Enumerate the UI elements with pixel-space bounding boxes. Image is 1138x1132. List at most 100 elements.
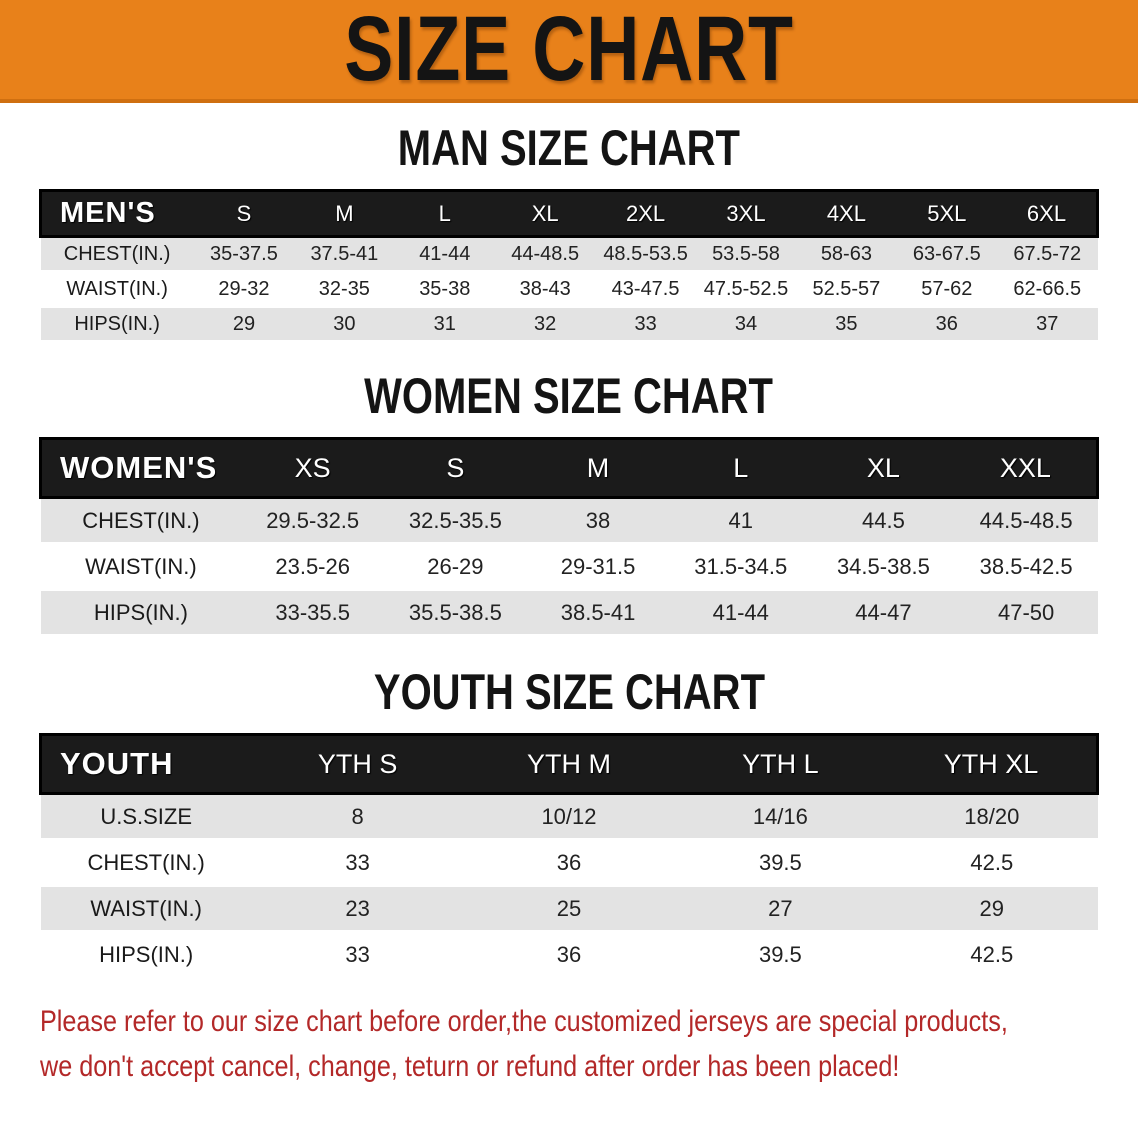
size-column-header: L <box>394 189 495 238</box>
youth-section-heading: YOUTH SIZE CHART <box>0 637 1138 717</box>
size-column-header: S <box>193 189 295 238</box>
size-value-cell: 35.5-38.5 <box>384 589 527 637</box>
men-size-table: MEN'S S M L XL 2XL 3XL 4XL 5XL 6XL CHEST(IN.) 35-37… <box>38 189 1099 343</box>
row-label: CHEST(IN.) <box>40 236 194 273</box>
table-header-row: MEN'S S M L XL 2XL 3XL 4XL 5XL 6XL <box>38 189 1099 238</box>
row-label: HIPS(IN.) <box>40 931 252 979</box>
table-row: WAIST(IN.) 23 25 27 29 <box>40 885 1098 933</box>
women-size-section: WOMEN SIZE CHART WOMEN'S XS S M L XL XXL CHEST(… <box>0 343 1138 637</box>
size-column-header: 5XL <box>896 189 997 238</box>
row-label: HIPS(IN.) <box>40 306 194 343</box>
table-row: HIPS(IN.) 33-35.5 35.5-38.5 38.5-41 41-44 44-… <box>40 589 1098 637</box>
women-section-heading-text: WOMEN SIZE CHART <box>364 368 774 424</box>
size-value-cell: 25 <box>463 885 675 933</box>
size-value-cell: 34 <box>695 306 797 343</box>
size-column-header: 3XL <box>695 189 797 238</box>
row-label: CHEST(IN.) <box>40 497 242 545</box>
size-value-cell: 33 <box>251 931 464 979</box>
table-corner-label: MEN'S <box>38 189 194 238</box>
table-row: WAIST(IN.) 23.5-26 26-29 29-31.5 31.5-34.5 34… <box>40 543 1098 591</box>
table-corner-label: YOUTH <box>38 733 252 795</box>
size-column-header: YTH M <box>463 733 675 795</box>
youth-section-heading-text: YOUTH SIZE CHART <box>373 664 765 720</box>
size-value-cell: 29-32 <box>193 271 295 308</box>
size-column-header: YTH S <box>251 733 464 795</box>
size-value-cell: 47.5-52.5 <box>695 271 797 308</box>
disclaimer-line-2: we don't accept cancel, change, teturn o… <box>40 1050 900 1083</box>
size-value-cell: 58-63 <box>796 236 897 273</box>
size-value-cell: 44.5 <box>812 497 955 545</box>
size-value-cell: 33-35.5 <box>241 589 385 637</box>
size-column-header: XS <box>241 437 385 499</box>
size-column-header: L <box>669 437 813 499</box>
table-header-row: WOMEN'S XS S M L XL XXL <box>39 437 1099 499</box>
size-column-header: M <box>526 437 670 499</box>
table-row: HIPS(IN.) 29 30 31 32 33 34 35 36 37 <box>40 306 1098 343</box>
size-value-cell: 31.5-34.5 <box>669 543 813 591</box>
row-label: WAIST(IN.) <box>40 885 252 933</box>
row-label: WAIST(IN.) <box>40 271 194 308</box>
size-column-header: S <box>384 437 527 499</box>
size-value-cell: 42.5 <box>886 839 1098 887</box>
size-value-cell: 23 <box>251 885 464 933</box>
size-value-cell: 62-66.5 <box>997 271 1098 308</box>
size-value-cell: 43-47.5 <box>595 271 696 308</box>
size-value-cell: 38 <box>526 497 670 545</box>
size-value-cell: 33 <box>595 306 696 343</box>
size-value-cell: 37 <box>997 306 1098 343</box>
size-value-cell: 18/20 <box>886 793 1098 841</box>
size-value-cell: 42.5 <box>886 931 1098 979</box>
size-value-cell: 23.5-26 <box>241 543 385 591</box>
men-section-heading: MAN SIZE CHART <box>0 103 1138 173</box>
size-value-cell: 36 <box>463 931 675 979</box>
size-column-header: 2XL <box>595 189 696 238</box>
size-value-cell: 44-47 <box>812 589 955 637</box>
size-column-header: YTH XL <box>886 733 1100 795</box>
size-value-cell: 38-43 <box>494 271 596 308</box>
size-value-cell: 29.5-32.5 <box>241 497 385 545</box>
size-value-cell: 44-48.5 <box>494 236 596 273</box>
size-value-cell: 35-38 <box>394 271 495 308</box>
size-value-cell: 63-67.5 <box>896 236 997 273</box>
size-column-header: XXL <box>954 437 1099 499</box>
row-label: CHEST(IN.) <box>40 839 252 887</box>
size-column-header: XL <box>812 437 955 499</box>
size-value-cell: 39.5 <box>674 931 887 979</box>
size-value-cell: 33 <box>251 839 464 887</box>
youth-size-table: YOUTH YTH S YTH M YTH L YTH XL U.S.SIZE 8 10/12… <box>38 733 1100 979</box>
men-section-heading-text: MAN SIZE CHART <box>397 120 741 176</box>
size-value-cell: 53.5-58 <box>695 236 797 273</box>
table-row: WAIST(IN.) 29-32 32-35 35-38 38-43 43-47.5 47.… <box>40 271 1098 308</box>
size-value-cell: 35-37.5 <box>193 236 295 273</box>
size-value-cell: 26-29 <box>384 543 527 591</box>
size-value-cell: 44.5-48.5 <box>954 497 1098 545</box>
order-disclaimer: Please refer to our size chart before or… <box>40 999 1138 1089</box>
size-value-cell: 41 <box>669 497 813 545</box>
size-value-cell: 32 <box>494 306 596 343</box>
size-value-cell: 29-31.5 <box>526 543 670 591</box>
size-value-cell: 37.5-41 <box>294 236 395 273</box>
size-value-cell: 35 <box>796 306 897 343</box>
size-value-cell: 29 <box>193 306 295 343</box>
size-value-cell: 38.5-41 <box>526 589 670 637</box>
size-column-header: YTH L <box>674 733 887 795</box>
size-column-header: 6XL <box>997 189 1099 238</box>
disclaimer-line-1: Please refer to our size chart before or… <box>40 1005 1008 1038</box>
table-header-row: YOUTH YTH S YTH M YTH L YTH XL <box>38 733 1100 795</box>
size-value-cell: 32.5-35.5 <box>384 497 527 545</box>
women-size-table: WOMEN'S XS S M L XL XXL CHEST(IN.) 29.5-32.5 32.5… <box>39 437 1099 637</box>
women-section-heading: WOMEN SIZE CHART <box>0 343 1138 421</box>
size-column-header: M <box>294 189 395 238</box>
size-value-cell: 27 <box>674 885 887 933</box>
size-value-cell: 30 <box>294 306 395 343</box>
table-row: HIPS(IN.) 33 36 39.5 42.5 <box>40 931 1098 979</box>
size-value-cell: 29 <box>886 885 1098 933</box>
size-value-cell: 48.5-53.5 <box>595 236 696 273</box>
size-value-cell: 36 <box>463 839 675 887</box>
size-value-cell: 57-62 <box>896 271 997 308</box>
size-value-cell: 47-50 <box>954 589 1098 637</box>
size-value-cell: 67.5-72 <box>997 236 1098 273</box>
table-corner-label: WOMEN'S <box>39 437 242 499</box>
row-label: U.S.SIZE <box>40 793 252 841</box>
banner-title: SIZE CHART <box>344 0 794 100</box>
